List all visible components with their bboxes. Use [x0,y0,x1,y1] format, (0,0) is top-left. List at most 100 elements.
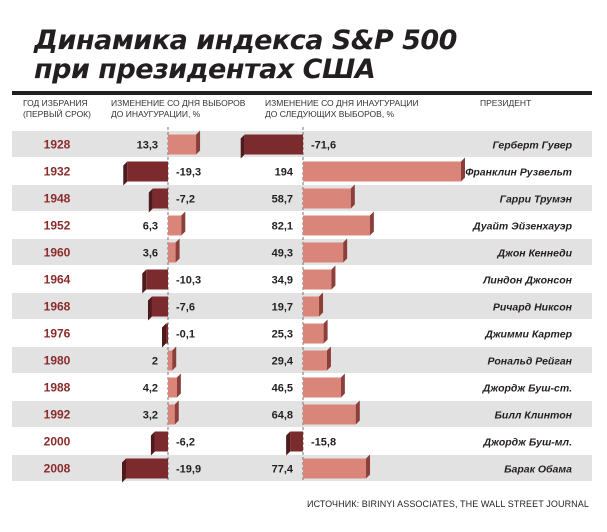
year-label: 1980 [44,354,71,368]
bar-post-inauguration-side [326,346,331,371]
row-stripe [12,239,592,265]
president-name: Джордж Буш-ст. [482,383,572,395]
year-label: 1928 [44,138,71,152]
year-label: 1964 [44,273,71,287]
bar-post-inauguration-side [350,184,355,209]
bar-post-inauguration-side [461,157,465,182]
value-label-post: 82,1 [272,221,293,233]
bar-post-inauguration-side [331,265,336,290]
bar-post-inauguration [303,350,327,371]
president-name: Гарри Трумэн [500,194,573,206]
header-year: ГОД ИЗБРАНИЯ (ПЕРВЫЙ СРОК) [23,98,91,119]
president-name: Джордж Буш-мл. [483,437,573,449]
bar-pre-inauguration-side [122,458,126,483]
president-name: Герберт Гувер [492,140,572,152]
bar-pre-inauguration [168,350,173,371]
president-name: Дуайт Эйзенхауэр [472,221,573,233]
bar-post-inauguration [244,134,303,155]
bar-post-inauguration [303,404,356,425]
president-name: Линдон Джонсон [482,275,572,287]
bar-post-inauguration [303,188,351,209]
bar-post-inauguration [303,242,344,263]
value-label-post: 64,8 [272,410,293,422]
value-label-post: 49,3 [272,248,293,260]
value-label-pre: -7,6 [176,302,195,314]
bar-pre-inauguration-side [147,296,152,321]
value-label-pre: 2 [152,356,158,368]
president-name: Рональд Рейган [487,356,572,368]
bar-pre-inauguration-side [172,346,177,371]
value-label-pre: -7,2 [176,194,195,206]
value-label-post: 194 [275,167,294,179]
row-stripe [12,401,592,427]
row-stripe [12,293,592,319]
bar-post-inauguration [303,377,341,398]
bar-pre-inauguration-side [176,373,181,398]
bar-post-inauguration-side [286,431,291,456]
value-label-pre: -19,9 [176,464,201,476]
bar-pre-inauguration-side [150,431,155,456]
value-label-post: 77,4 [272,464,294,476]
president-name: Джон Кеннеди [497,248,573,260]
bar-pre-inauguration [166,323,168,344]
value-label-post: -71,6 [311,140,336,152]
bar-pre-inauguration [126,458,168,479]
bar-pre-inauguration-side [196,130,201,155]
bar-pre-inauguration-side [123,161,128,186]
bar-pre-inauguration-side [175,238,180,263]
source-note: ИСТОЧНИК: BIRINYI ASSOCIATES, THE WALL S… [307,499,589,509]
bar-post-inauguration-side [319,292,324,317]
year-label: 1976 [44,327,71,341]
president-name: Джимми Картер [484,329,572,341]
bar-post-inauguration-side [240,134,245,159]
bar-pre-inauguration-side [174,400,179,425]
value-label-post: 34,9 [272,275,293,287]
bar-pre-inauguration-side [162,323,166,348]
bar-pre-inauguration [151,296,168,317]
bar-post-inauguration [303,323,324,344]
row-stripe [12,185,592,211]
bar-pre-inauguration-side [148,188,153,213]
bar-post-inauguration-side [369,211,374,236]
value-label-pre: -19,3 [176,167,201,179]
year-label: 1948 [44,192,71,206]
value-label-post: 29,4 [272,356,294,368]
value-label-pre: 3,2 [143,410,158,422]
year-label: 1960 [44,246,71,260]
header-change-pre: ИЗМЕНЕНИЕ СО ДНЯ ВЫБОРОВ ДО ИНАУГУРАЦИИ,… [111,98,246,119]
header-president: ПРЕЗИДЕНТ [480,98,532,108]
value-label-post: 46,5 [272,383,293,395]
bar-pre-inauguration [152,188,168,209]
bar-pre-inauguration [168,404,175,425]
bar-pre-inauguration [127,161,168,182]
value-label-pre: 6,3 [143,221,158,233]
bar-pre-inauguration-side [181,211,186,236]
bar-pre-inauguration [168,377,177,398]
bar-post-inauguration [303,161,461,182]
bar-post-inauguration [303,458,367,479]
year-label: 1968 [44,300,71,314]
value-label-post: -15,8 [311,437,336,449]
value-label-pre: 4,2 [143,383,158,395]
value-label-pre: -0,1 [176,329,195,341]
year-label: 1988 [44,381,71,395]
value-label-pre: 13,3 [137,140,158,152]
bar-pre-inauguration-side [142,269,147,294]
bar-pre-inauguration [168,242,176,263]
bar-post-inauguration [290,431,303,452]
value-label-pre: 3,6 [143,248,158,260]
bar-pre-inauguration [168,134,197,155]
value-label-pre: -10,3 [176,275,201,287]
president-name: Барак Обама [504,464,572,476]
bar-post-inauguration [303,215,370,236]
bar-pre-inauguration [168,215,182,236]
president-name: Франклин Рузвельт [465,167,572,179]
value-label-post: 19,7 [272,302,293,314]
president-name: Билл Клинтон [494,410,572,422]
bar-post-inauguration-side [366,454,371,479]
row-stripe [12,455,592,481]
value-label-post: 25,3 [272,329,293,341]
bar-post-inauguration [303,296,320,317]
value-label-post: 58,7 [272,194,293,206]
